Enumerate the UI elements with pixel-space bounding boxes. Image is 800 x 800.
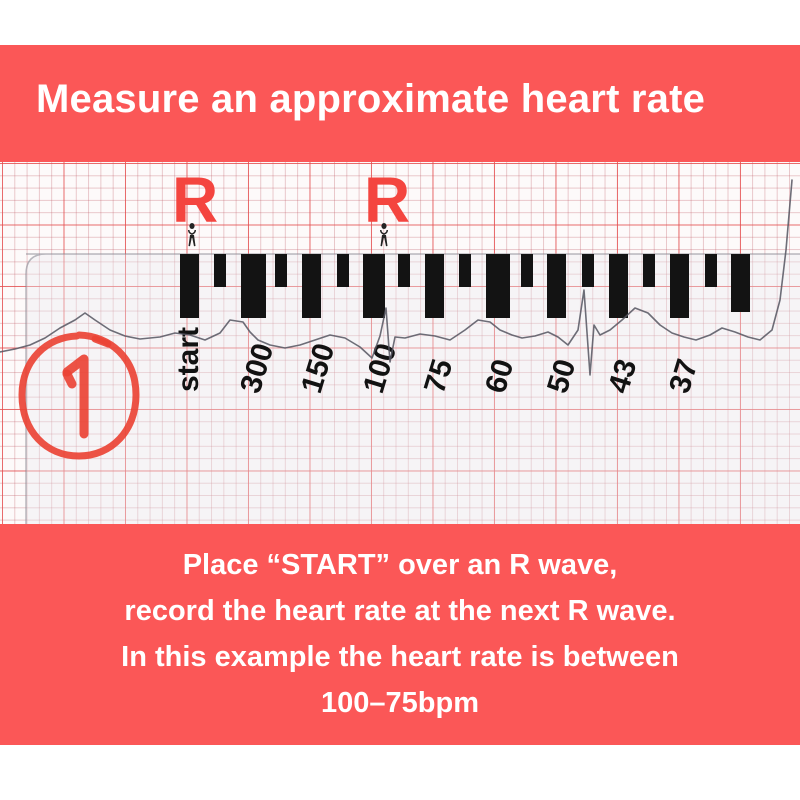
svg-text:R: R <box>172 164 218 236</box>
svg-text:R: R <box>364 164 410 236</box>
svg-text:start: start <box>172 327 205 392</box>
